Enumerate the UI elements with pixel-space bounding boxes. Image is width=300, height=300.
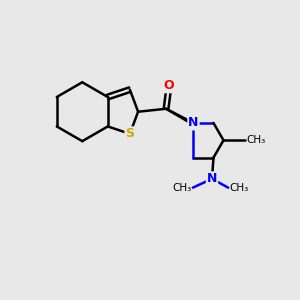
- Text: N: N: [207, 172, 217, 185]
- Text: CH₃: CH₃: [246, 135, 266, 145]
- Text: N: N: [188, 116, 199, 129]
- Text: S: S: [125, 127, 134, 140]
- Text: O: O: [164, 79, 174, 92]
- Text: CH₃: CH₃: [172, 183, 191, 193]
- Text: CH₃: CH₃: [230, 183, 249, 193]
